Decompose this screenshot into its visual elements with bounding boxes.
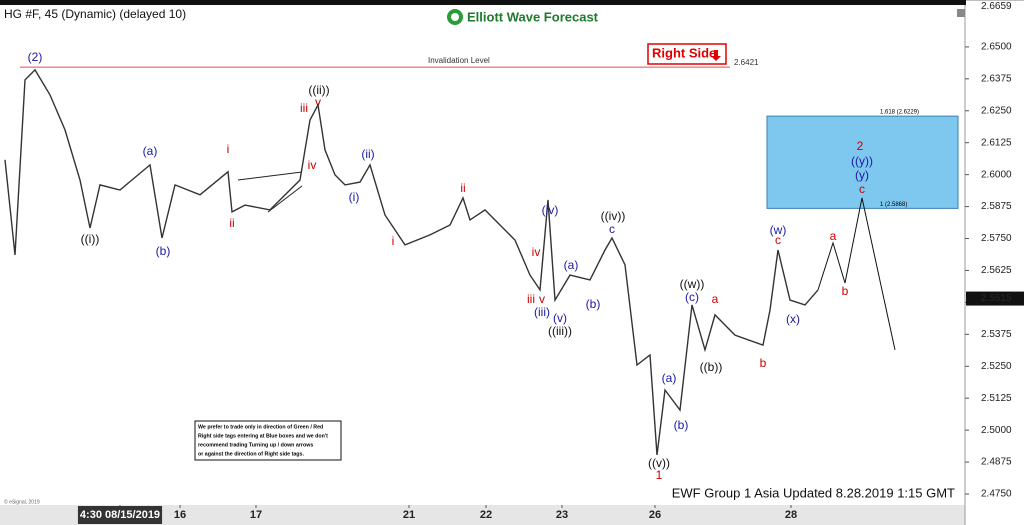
high-price-label: 2.6659 [981, 1, 1012, 12]
y-tick-label: 2.6375 [981, 73, 1012, 84]
wave-label: ((v)) [648, 456, 670, 470]
note-line: recommend trading Turning up / down arro… [198, 442, 313, 448]
x-tick-label: 22 [480, 509, 492, 521]
logo-icon-inner [451, 13, 459, 21]
wave-label: (2) [28, 50, 43, 64]
wave-label: i [392, 234, 395, 248]
last-price-label: 2.5515 [981, 293, 1012, 304]
wave-label: (iii) [534, 305, 550, 319]
wave-label: b [760, 356, 767, 370]
wave-label: iii [527, 292, 535, 306]
date-strip [0, 505, 965, 525]
wave-label: c [609, 222, 615, 236]
wave-label: a [830, 229, 837, 243]
tag-box [647, 43, 727, 65]
y-tick-label: 2.6500 [981, 42, 1012, 53]
y-tick-label: 2.5875 [981, 201, 1012, 212]
x-tick-label: 4:30 08/15/2019 [80, 509, 160, 521]
y-tick-label: 2.5625 [981, 265, 1012, 276]
wave-label: c [775, 233, 781, 247]
price-line [4, 68, 819, 455]
window-icon [957, 9, 965, 17]
level-value: 2.6421 [734, 58, 759, 67]
x-tick-label: 17 [250, 509, 262, 521]
wave-label: b [842, 284, 849, 298]
tag: Right Side [652, 45, 716, 60]
tag-arrow [711, 50, 721, 61]
wave-label: ((y)) [851, 154, 873, 168]
y-tick-label: 2.4750 [981, 489, 1012, 500]
wave-label: ii [229, 216, 234, 230]
last-price-badge [966, 291, 1024, 306]
wave-label: ((b)) [700, 360, 723, 374]
wave-label: (i) [349, 190, 360, 204]
wave-label: (y) [855, 168, 869, 182]
x-tick-label: 16 [174, 509, 186, 521]
box-bottom-label: 1 (2.5868) [880, 202, 907, 208]
wave-label: (b) [674, 418, 689, 432]
x-tick-label: 26 [649, 509, 661, 521]
wave-label: (a) [662, 371, 677, 385]
x-tick-label: 23 [556, 509, 568, 521]
wave-label: (ii) [361, 147, 374, 161]
wave-label: iv [308, 158, 317, 172]
wave-label: ((i)) [81, 232, 100, 246]
wave-label: ((ii)) [308, 83, 329, 97]
copyright: © eSignal, 2019 [4, 498, 40, 505]
wave-label: iv [532, 245, 541, 259]
wave-label: (v) [553, 311, 567, 325]
box-top-label: 1.618 (2.6229) [880, 110, 919, 116]
wave-label: (a) [143, 144, 158, 158]
y-tick-label: 2.5000 [981, 425, 1012, 436]
y-tick-label: 2.5250 [981, 361, 1012, 372]
x-tick-highlight [77, 506, 163, 524]
wave-label: (a) [564, 258, 579, 272]
logo: Elliott Wave Forecast [467, 9, 599, 24]
note-line: We prefer to trade only in direction of … [198, 424, 323, 430]
target-box [766, 115, 959, 209]
y-tick-label: 2.5750 [981, 233, 1012, 244]
wave-label: ((w)) [680, 277, 705, 291]
projection-line [817, 197, 896, 351]
triangle-line [267, 185, 303, 213]
y-tick-label: 2.4875 [981, 457, 1012, 468]
level-label: Invalidation Level [428, 56, 490, 65]
x-tick-label: 28 [785, 509, 797, 521]
y-tick-label: 2.6000 [981, 169, 1012, 180]
wave-label: (c) [685, 290, 699, 304]
high-price-badge [966, 0, 1024, 13]
wave-label: (b) [586, 297, 601, 311]
y-tick-label: 2.5375 [981, 329, 1012, 340]
footer: EWF Group 1 Asia Updated 8.28.2019 1:15 … [672, 485, 955, 500]
top-bar [0, 0, 1024, 5]
wave-label: (x) [786, 312, 800, 326]
wave-label: c [859, 182, 865, 196]
wave-label: (w) [770, 223, 787, 237]
wave-label: 1 [656, 468, 663, 482]
wave-label: iii [300, 101, 308, 115]
wave-label: ((iv)) [601, 209, 626, 223]
y-tick-label: 2.6125 [981, 137, 1012, 148]
wave-label: i [227, 142, 230, 156]
chart-title: HG #F, 45 (Dynamic) (delayed 10) [4, 7, 186, 21]
wave-label: (b) [156, 244, 171, 258]
wave-label: v [315, 95, 321, 109]
note-line: Right side tags entering at Blue boxes a… [198, 433, 328, 439]
wave-label: (iv) [542, 203, 559, 217]
x-tick-label: 21 [403, 509, 415, 521]
note-box [194, 420, 342, 461]
y-tick-label: 2.5125 [981, 393, 1012, 404]
wave-label: v [539, 292, 545, 306]
wave-label: a [712, 292, 719, 306]
wave-label: ((iii)) [548, 324, 572, 338]
note-line: or against the direction of Right side t… [198, 451, 304, 457]
wave-label: ii [460, 181, 465, 195]
triangle-line [237, 171, 303, 181]
wave-label: 2 [857, 139, 864, 153]
y-tick-label: 2.6250 [981, 105, 1012, 116]
